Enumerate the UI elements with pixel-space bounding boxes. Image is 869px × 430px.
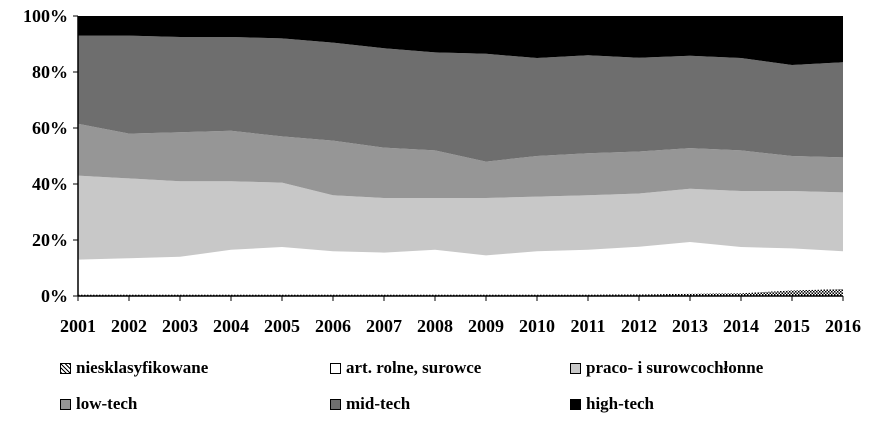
y-tick-label: 20% xyxy=(32,230,68,250)
x-tick-label: 2016 xyxy=(825,316,861,336)
y-tick-label: 0% xyxy=(41,286,68,306)
legend-swatch-art-rolne xyxy=(330,362,341,374)
y-tick-label: 80% xyxy=(32,62,68,82)
legend-item-high-tech: high-tech xyxy=(570,394,654,414)
y-tick-label: 60% xyxy=(32,118,68,138)
legend-row-2: low-tech mid-tech high-tech xyxy=(60,394,860,430)
series-area-high-tech xyxy=(78,16,843,65)
legend-item-art-rolne-surowce: art. rolne, surowce xyxy=(330,358,481,378)
legend-swatch-low-tech xyxy=(60,398,71,410)
legend-item-low-tech: low-tech xyxy=(60,394,137,414)
x-tick-label: 2002 xyxy=(111,316,147,336)
legend-label: low-tech xyxy=(76,394,138,413)
legend-item-niesklasyfikowane: niesklasyfikowane xyxy=(60,358,208,378)
legend-label: mid-tech xyxy=(346,394,411,413)
stacked-area-chart: 0% 20% 40% 60% 80% 100% 2001 2002 2003 2004 2005 20… xyxy=(23,6,861,336)
legend-row-1: niesklasyfikowane art. rolne, surowce pr… xyxy=(60,358,860,394)
x-tick-label: 2011 xyxy=(570,316,605,336)
legend: niesklasyfikowane art. rolne, surowce pr… xyxy=(60,358,860,430)
x-tick-label: 2013 xyxy=(672,316,708,336)
x-tick-label: 2005 xyxy=(264,316,300,336)
x-tick-label: 2007 xyxy=(366,316,402,336)
x-tick-label: 2004 xyxy=(213,316,249,336)
y-tick-label: 40% xyxy=(32,174,68,194)
x-tick-label: 2012 xyxy=(621,316,657,336)
series-area-niesklasyfikowane xyxy=(78,289,843,296)
legend-swatch-niesklasyfikowane xyxy=(60,362,71,374)
legend-swatch-high-tech xyxy=(570,398,581,410)
legend-label: praco- i surowcochłonne xyxy=(586,358,764,377)
x-tick-label: 2009 xyxy=(468,316,504,336)
legend-item-praco-i-surowcochlonne: praco- i surowcochłonne xyxy=(570,358,763,378)
series-area-praco-i-surowcoch-onne xyxy=(78,175,843,260)
series-area-low-tech xyxy=(78,123,843,198)
legend-label: art. rolne, surowce xyxy=(346,358,482,377)
series-area-art-rolne-surowce xyxy=(78,241,843,295)
y-tick-label: 100% xyxy=(23,6,68,26)
x-tick-label: 2006 xyxy=(315,316,351,336)
x-tick-label: 2001 xyxy=(60,316,96,336)
x-tick-label: 2008 xyxy=(417,316,453,336)
legend-label: niesklasyfikowane xyxy=(76,358,209,377)
legend-label: high-tech xyxy=(586,394,654,413)
legend-item-mid-tech: mid-tech xyxy=(330,394,410,414)
x-tick-label: 2015 xyxy=(774,316,810,336)
series-area-mid-tech xyxy=(78,35,843,162)
legend-swatch-mid-tech xyxy=(330,398,341,410)
x-tick-label: 2003 xyxy=(162,316,198,336)
x-tick-label: 2014 xyxy=(723,316,759,336)
legend-swatch-praco xyxy=(570,362,581,374)
x-tick-label: 2010 xyxy=(519,316,555,336)
